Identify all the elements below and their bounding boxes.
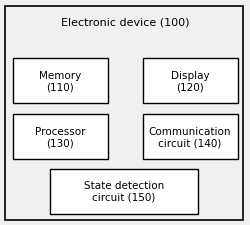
FancyBboxPatch shape <box>50 169 198 214</box>
Text: Memory
(110): Memory (110) <box>39 70 81 92</box>
FancyBboxPatch shape <box>12 58 108 104</box>
Text: Electronic device (100): Electronic device (100) <box>61 18 189 27</box>
Text: State detection
circuit (150): State detection circuit (150) <box>84 180 164 202</box>
Text: Communication
circuit (140): Communication circuit (140) <box>149 126 231 148</box>
Text: Display
(120): Display (120) <box>171 70 209 92</box>
FancyBboxPatch shape <box>142 115 238 160</box>
FancyBboxPatch shape <box>5 7 242 220</box>
Text: Processor
(130): Processor (130) <box>35 126 85 148</box>
FancyBboxPatch shape <box>142 58 238 104</box>
FancyBboxPatch shape <box>12 115 108 160</box>
